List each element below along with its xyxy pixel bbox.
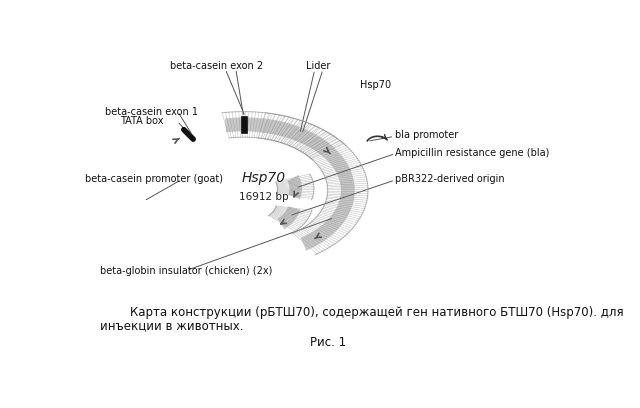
Bar [241,116,246,133]
Text: TATA box: TATA box [120,116,163,126]
Text: beta-casein exon 2: beta-casein exon 2 [170,61,263,71]
Text: Карта конструкции (рБТШ70), содержащей ген нативного БТШ70 (Hsp70). для: Карта конструкции (рБТШ70), содержащей г… [129,306,623,319]
Text: bla promoter: bla promoter [395,131,458,140]
Text: beta-casein promoter (goat): beta-casein promoter (goat) [85,175,223,184]
Text: Hsp70: Hsp70 [360,80,392,90]
Text: Lider: Lider [306,61,330,71]
Text: Hsp70: Hsp70 [241,171,285,185]
Text: beta-globin insulator (chicken) (2x): beta-globin insulator (chicken) (2x) [100,266,272,275]
Text: beta-casein exon 1: beta-casein exon 1 [105,107,198,117]
Text: инъекции в животных.: инъекции в животных. [100,319,243,332]
Text: 16912 bp: 16912 bp [239,192,289,202]
Text: Ampicillin resistance gene (bla): Ampicillin resistance gene (bla) [395,148,549,158]
Text: Рис. 1: Рис. 1 [310,336,346,349]
Text: pBR322-derived origin: pBR322-derived origin [395,175,504,184]
